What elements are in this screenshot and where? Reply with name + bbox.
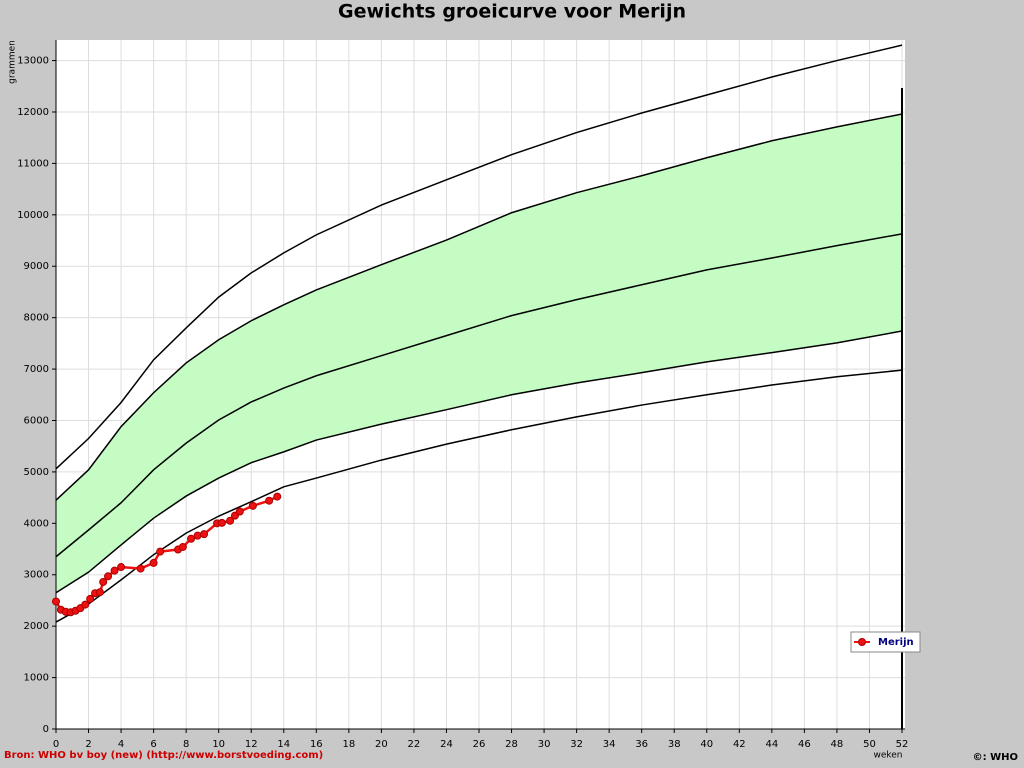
x-tick-label: 50 [863,739,876,750]
y-tick-label: 5000 [24,467,49,478]
y-tick-label: 6000 [24,415,49,426]
y-tick-label: 8000 [24,313,49,324]
data-point [110,566,119,575]
y-tick-label: 10000 [17,210,49,221]
x-tick-label: 26 [473,739,486,750]
data-point [226,516,235,525]
data-point [265,496,274,505]
data-point [200,530,209,539]
x-tick-label: 40 [700,739,713,750]
x-tick-label: 2 [85,739,91,750]
x-tick-label: 42 [733,739,746,750]
reference-line [55,44,903,470]
y-tick-label: 11000 [17,158,49,169]
y-tick-label: 1000 [24,673,49,684]
x-tick-label: 48 [831,739,844,750]
data-point [217,518,226,527]
legend-marker [858,638,866,646]
data-point [187,534,196,543]
y-tick-label: 13000 [17,56,49,67]
y-tick-label: 9000 [24,261,49,272]
data-point [248,501,257,510]
source-note: Bron: WHO bv boy (new) (http://www.borst… [4,750,323,761]
data-point [235,507,244,516]
y-tick-label: 12000 [17,107,49,118]
x-tick-label: 18 [342,739,355,750]
data-point [149,558,158,567]
x-tick-label: 28 [505,739,518,750]
x-tick-label: 24 [440,739,453,750]
data-point [99,577,108,586]
x-tick-label: 32 [570,739,583,750]
reference-line [55,369,903,623]
data-point [52,597,60,606]
x-tick-label: 10 [212,739,225,750]
data-point [86,594,95,603]
reference-line [55,233,903,558]
band [56,114,902,593]
x-tick-label: 6 [150,739,156,750]
y-tick-label: 0 [43,724,49,735]
x-tick-label: 12 [245,739,258,750]
chart-title: Gewichts groeicurve voor Merijn [338,1,686,23]
x-tick-label: 16 [310,739,323,750]
x-tick-label: 38 [668,739,681,750]
data-point [193,531,202,540]
y-tick-label: 2000 [24,621,49,632]
x-tick-label: 34 [603,739,616,750]
data-point [273,492,282,501]
data-point [136,564,145,573]
data-point [117,563,126,572]
data-point [156,547,165,556]
x-tick-label: 52 [896,739,909,750]
copyright: ©: WHO [973,752,1018,763]
data-point [178,542,187,551]
legend-box [850,631,921,653]
x-tick-label: 20 [375,739,388,750]
x-tick-label: 46 [798,739,811,750]
y-tick-label: 7000 [24,364,49,375]
reference-line [55,113,903,501]
x-tick-label: 36 [635,739,648,750]
x-tick-label: 4 [118,739,124,750]
y-tick-label: 4000 [24,518,49,529]
x-axis-label: weken [873,751,902,761]
x-tick-label: 44 [765,739,778,750]
legend-label: Merijn [878,637,914,648]
reference-line [55,330,903,594]
x-tick-label: 14 [277,739,290,750]
x-tick-label: 8 [183,739,189,750]
x-tick-label: 0 [53,739,59,750]
x-tick-label: 30 [538,739,551,750]
data-point [104,572,113,581]
y-axis-label: grammen [8,40,18,84]
y-tick-label: 3000 [24,570,49,581]
data-point [95,588,104,597]
data-point [81,600,90,609]
x-tick-label: 22 [408,739,421,750]
